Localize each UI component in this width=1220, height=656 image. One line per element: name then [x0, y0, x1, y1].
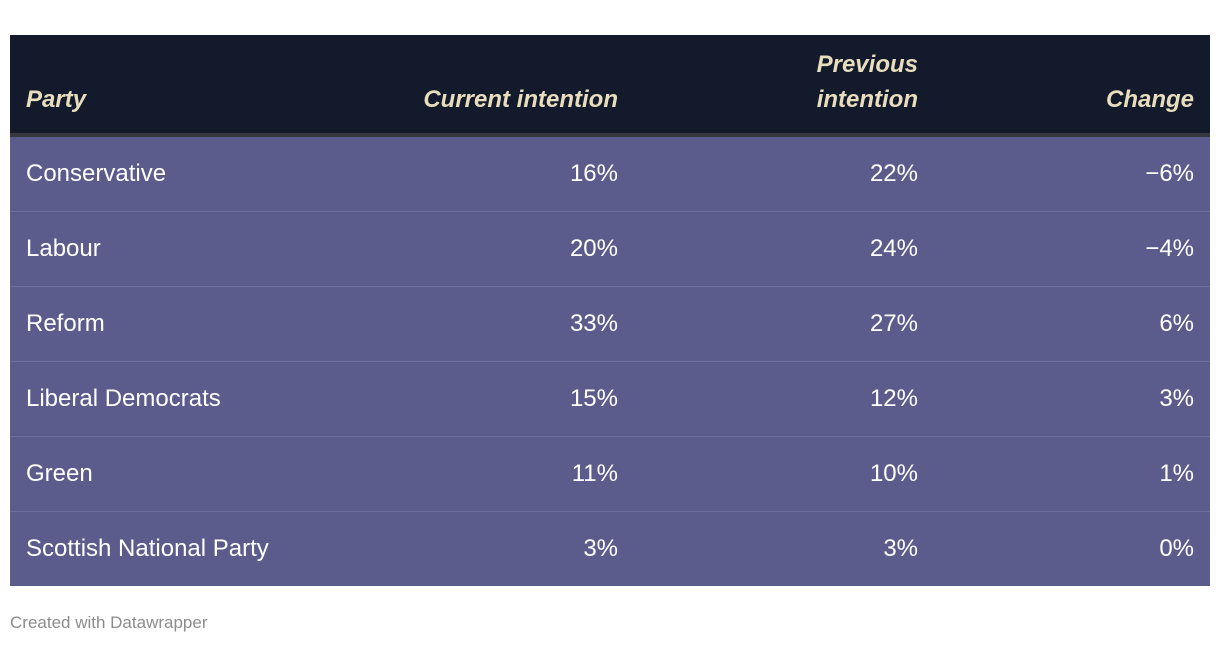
table-row: Green 11% 10% 1%: [10, 436, 1210, 512]
table-header: Party Current intention Previous intenti…: [10, 35, 1210, 137]
cell-current: 3%: [360, 511, 634, 586]
cell-current: 11%: [360, 436, 634, 512]
cell-change: 3%: [934, 361, 1210, 437]
cell-current: 15%: [360, 361, 634, 437]
cell-party: Labour: [10, 211, 360, 287]
cell-change: 1%: [934, 436, 1210, 512]
cell-party: Reform: [10, 286, 360, 362]
cell-previous: 22%: [634, 135, 934, 212]
cell-party: Liberal Democrats: [10, 361, 360, 437]
table-body: Conservative 16% 22% −6% Labour 20% 24% …: [10, 135, 1210, 586]
cell-change: 0%: [934, 511, 1210, 586]
header-row: Party Current intention Previous intenti…: [10, 35, 1210, 137]
column-header-change: Change: [934, 35, 1210, 137]
cell-previous: 27%: [634, 286, 934, 362]
cell-change: 6%: [934, 286, 1210, 362]
cell-current: 33%: [360, 286, 634, 362]
column-header-previous-intention-label: Previous intention: [816, 51, 918, 113]
cell-previous: 10%: [634, 436, 934, 512]
cell-party: Green: [10, 436, 360, 512]
cell-current: 16%: [360, 135, 634, 212]
cell-party: Scottish National Party: [10, 511, 360, 586]
poll-table: Party Current intention Previous intenti…: [10, 35, 1210, 586]
column-header-party: Party: [10, 35, 360, 137]
table-row: Reform 33% 27% 6%: [10, 286, 1210, 362]
table-row: Labour 20% 24% −4%: [10, 211, 1210, 287]
column-header-previous-intention: Previous intention: [634, 35, 934, 137]
table-row: Conservative 16% 22% −6%: [10, 135, 1210, 212]
cell-previous: 3%: [634, 511, 934, 586]
table-row: Liberal Democrats 15% 12% 3%: [10, 361, 1210, 437]
cell-previous: 24%: [634, 211, 934, 287]
datawrapper-table-chart: Party Current intention Previous intenti…: [10, 35, 1210, 586]
column-header-current-intention: Current intention: [360, 35, 634, 137]
cell-change: −6%: [934, 135, 1210, 212]
cell-previous: 12%: [634, 361, 934, 437]
cell-party: Conservative: [10, 135, 360, 212]
cell-current: 20%: [360, 211, 634, 287]
cell-change: −4%: [934, 211, 1210, 287]
table-row: Scottish National Party 3% 3% 0%: [10, 511, 1210, 586]
datawrapper-credit: Created with Datawrapper: [10, 613, 208, 632]
